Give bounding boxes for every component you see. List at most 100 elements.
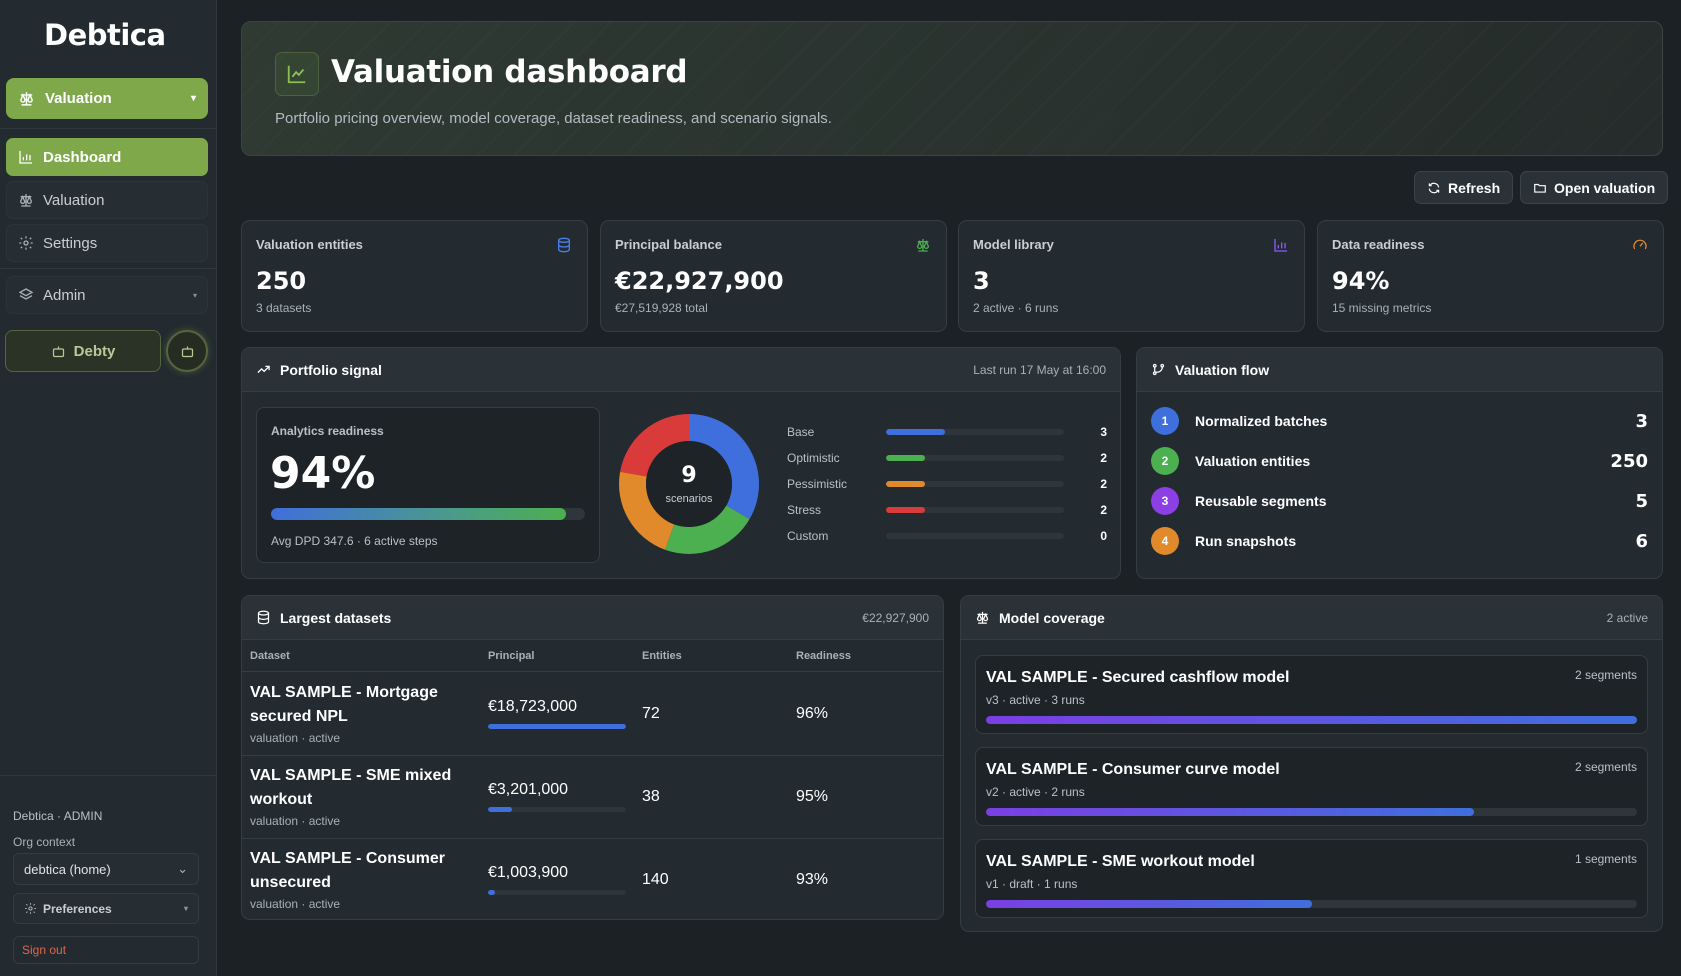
scenario-bar-fill <box>886 455 926 461</box>
dataset-principal: €3,201,000 <box>488 781 569 798</box>
dataset-name[interactable]: VAL SAMPLE - Consumer unsecured <box>250 850 445 891</box>
dataset-name[interactable]: VAL SAMPLE - Mortgage secured NPL <box>250 684 438 725</box>
scenario-bar <box>886 507 1064 513</box>
kpi-subtext: 2 active · 6 runs <box>973 301 1059 315</box>
scale-icon <box>17 191 35 209</box>
donut-segment-stress <box>620 414 689 477</box>
principal-share-bar <box>488 724 626 729</box>
dataset-principal: €18,723,000 <box>488 698 577 715</box>
trending-up-icon <box>256 362 271 377</box>
kpi-value: 3 <box>973 267 990 295</box>
donut-label: scenarios <box>665 493 713 505</box>
column-header-principal[interactable]: Principal <box>488 650 535 662</box>
org-context-value: debtica (home) <box>24 861 111 877</box>
model-name: VAL SAMPLE - SME workout model <box>986 853 1255 870</box>
flow-step: 1 Normalized batches 3 <box>1151 406 1648 436</box>
scenario-row-stress: Stress 2 <box>787 502 1107 518</box>
model-meta: v1 · draft · 1 runs <box>986 877 1078 891</box>
table-row[interactable]: VAL SAMPLE - SME mixed workout valuation… <box>242 756 943 839</box>
gauge-icon <box>1631 236 1649 254</box>
scenario-row-custom: Custom 0 <box>787 528 1107 544</box>
largest-datasets-panel: Largest datasets €22,927,900 Dataset Pri… <box>241 595 944 920</box>
column-header-dataset[interactable]: Dataset <box>250 650 290 662</box>
panel-title: Valuation flow <box>1175 361 1270 378</box>
scenario-bar-fill <box>886 507 926 513</box>
robot-icon <box>51 344 66 359</box>
step-count: 3 <box>1635 410 1648 432</box>
module-switcher-button[interactable]: Valuation ▾ <box>6 78 208 119</box>
kpi-label: Data readiness <box>1332 237 1425 252</box>
donut-segment-optimistic <box>665 505 750 554</box>
model-card[interactable]: VAL SAMPLE - Secured cashflow model v3 ·… <box>975 655 1648 734</box>
assistant-button[interactable]: Debty <box>5 330 161 372</box>
sidebar-divider <box>0 128 217 129</box>
step-label: Reusable segments <box>1195 493 1327 509</box>
kpi-subtext: 15 missing metrics <box>1332 301 1432 315</box>
assistant-quick-button[interactable] <box>166 330 208 372</box>
valuation-flow-panel: Valuation flow 1 Normalized batches 3 2 … <box>1136 347 1663 579</box>
donut-total: 9 <box>681 463 696 488</box>
dataset-entities: 140 <box>642 871 669 888</box>
sidebar-item-valuation[interactable]: Valuation <box>6 181 208 219</box>
scenario-name: Custom <box>787 529 829 543</box>
preferences-button[interactable]: Preferences ▾ <box>13 893 199 924</box>
column-header-entities[interactable]: Entities <box>642 650 682 662</box>
scenario-bar <box>886 481 1064 487</box>
refresh-button[interactable]: Refresh <box>1414 171 1514 204</box>
kpi-label: Valuation entities <box>256 237 363 252</box>
sign-out-button[interactable]: Sign out <box>13 936 199 964</box>
model-card[interactable]: VAL SAMPLE - SME workout model v1 · draf… <box>975 839 1648 918</box>
chevron-down-icon: ▾ <box>190 93 196 104</box>
open-valuation-button[interactable]: Open valuation <box>1520 171 1669 204</box>
analytics-readiness-card: Analytics readiness 94% Avg DPD 347.6 · … <box>256 407 600 563</box>
table-row[interactable]: VAL SAMPLE - Consumer unsecured valuatio… <box>242 839 943 919</box>
column-header-readiness[interactable]: Readiness <box>796 650 852 662</box>
donut-segment-base <box>689 414 759 519</box>
scenario-row-base: Base 3 <box>787 424 1107 440</box>
org-context-label: Org context <box>13 835 76 849</box>
gear-icon <box>24 902 37 915</box>
scenario-bar <box>886 429 1064 435</box>
gear-icon <box>17 234 35 252</box>
sidebar-item-admin[interactable]: Admin ▾ <box>6 276 208 314</box>
panel-title: Model coverage <box>999 609 1105 626</box>
app-logo[interactable]: Debtica <box>44 18 166 52</box>
step-number-badge: 4 <box>1151 527 1179 555</box>
scenario-name: Stress <box>787 503 822 517</box>
scenario-row-pessimistic: Pessimistic 2 <box>787 476 1107 492</box>
chevron-down-icon: ▾ <box>192 290 197 300</box>
table-header: Dataset Principal Entities Readiness <box>242 640 943 672</box>
readiness-progress-fill <box>271 508 567 520</box>
sidebar-item-settings[interactable]: Settings <box>6 224 208 262</box>
chevron-down-icon: ▾ <box>183 904 188 913</box>
scenario-bar <box>886 455 1064 461</box>
bar-chart-icon <box>17 148 35 166</box>
dataset-name[interactable]: VAL SAMPLE - SME mixed workout <box>250 767 452 808</box>
models-active-count: 2 active <box>1606 610 1648 625</box>
dataset-readiness: 95% <box>796 788 829 805</box>
model-coverage-panel: Model coverage 2 active VAL SAMPLE - Sec… <box>960 595 1663 932</box>
sidebar-item-label: Admin <box>43 286 86 304</box>
kpi-card-principal-balance: Principal balance €22,927,900 €27,519,92… <box>600 220 947 332</box>
dataset-status: valuation · active <box>250 731 341 745</box>
git-branch-icon <box>1151 362 1166 377</box>
principal-share-fill <box>488 807 512 812</box>
folder-icon <box>1533 181 1547 195</box>
sidebar-item-label: Dashboard <box>43 148 122 166</box>
panel-title: Largest datasets <box>280 609 392 626</box>
sidebar-item-dashboard[interactable]: Dashboard <box>6 138 208 176</box>
scenario-bar-fill <box>886 481 926 487</box>
refresh-label: Refresh <box>1448 179 1501 196</box>
open-valuation-label: Open valuation <box>1554 179 1656 196</box>
scale-icon <box>18 90 35 107</box>
model-name: VAL SAMPLE - Consumer curve model <box>986 761 1280 778</box>
kpi-subtext: 3 datasets <box>256 301 312 315</box>
table-row[interactable]: VAL SAMPLE - Mortgage secured NPL valuat… <box>242 673 943 756</box>
sidebar-item-label: Valuation <box>43 191 105 209</box>
org-context-select[interactable]: debtica (home) ⌄ <box>13 853 199 885</box>
dataset-readiness: 93% <box>796 871 829 888</box>
step-count: 6 <box>1635 530 1648 552</box>
model-card[interactable]: VAL SAMPLE - Consumer curve model v2 · a… <box>975 747 1648 826</box>
sidebar: Debtica Valuation ▾ Dashboard Valuation … <box>0 0 217 976</box>
scenario-count: 2 <box>1100 477 1107 491</box>
